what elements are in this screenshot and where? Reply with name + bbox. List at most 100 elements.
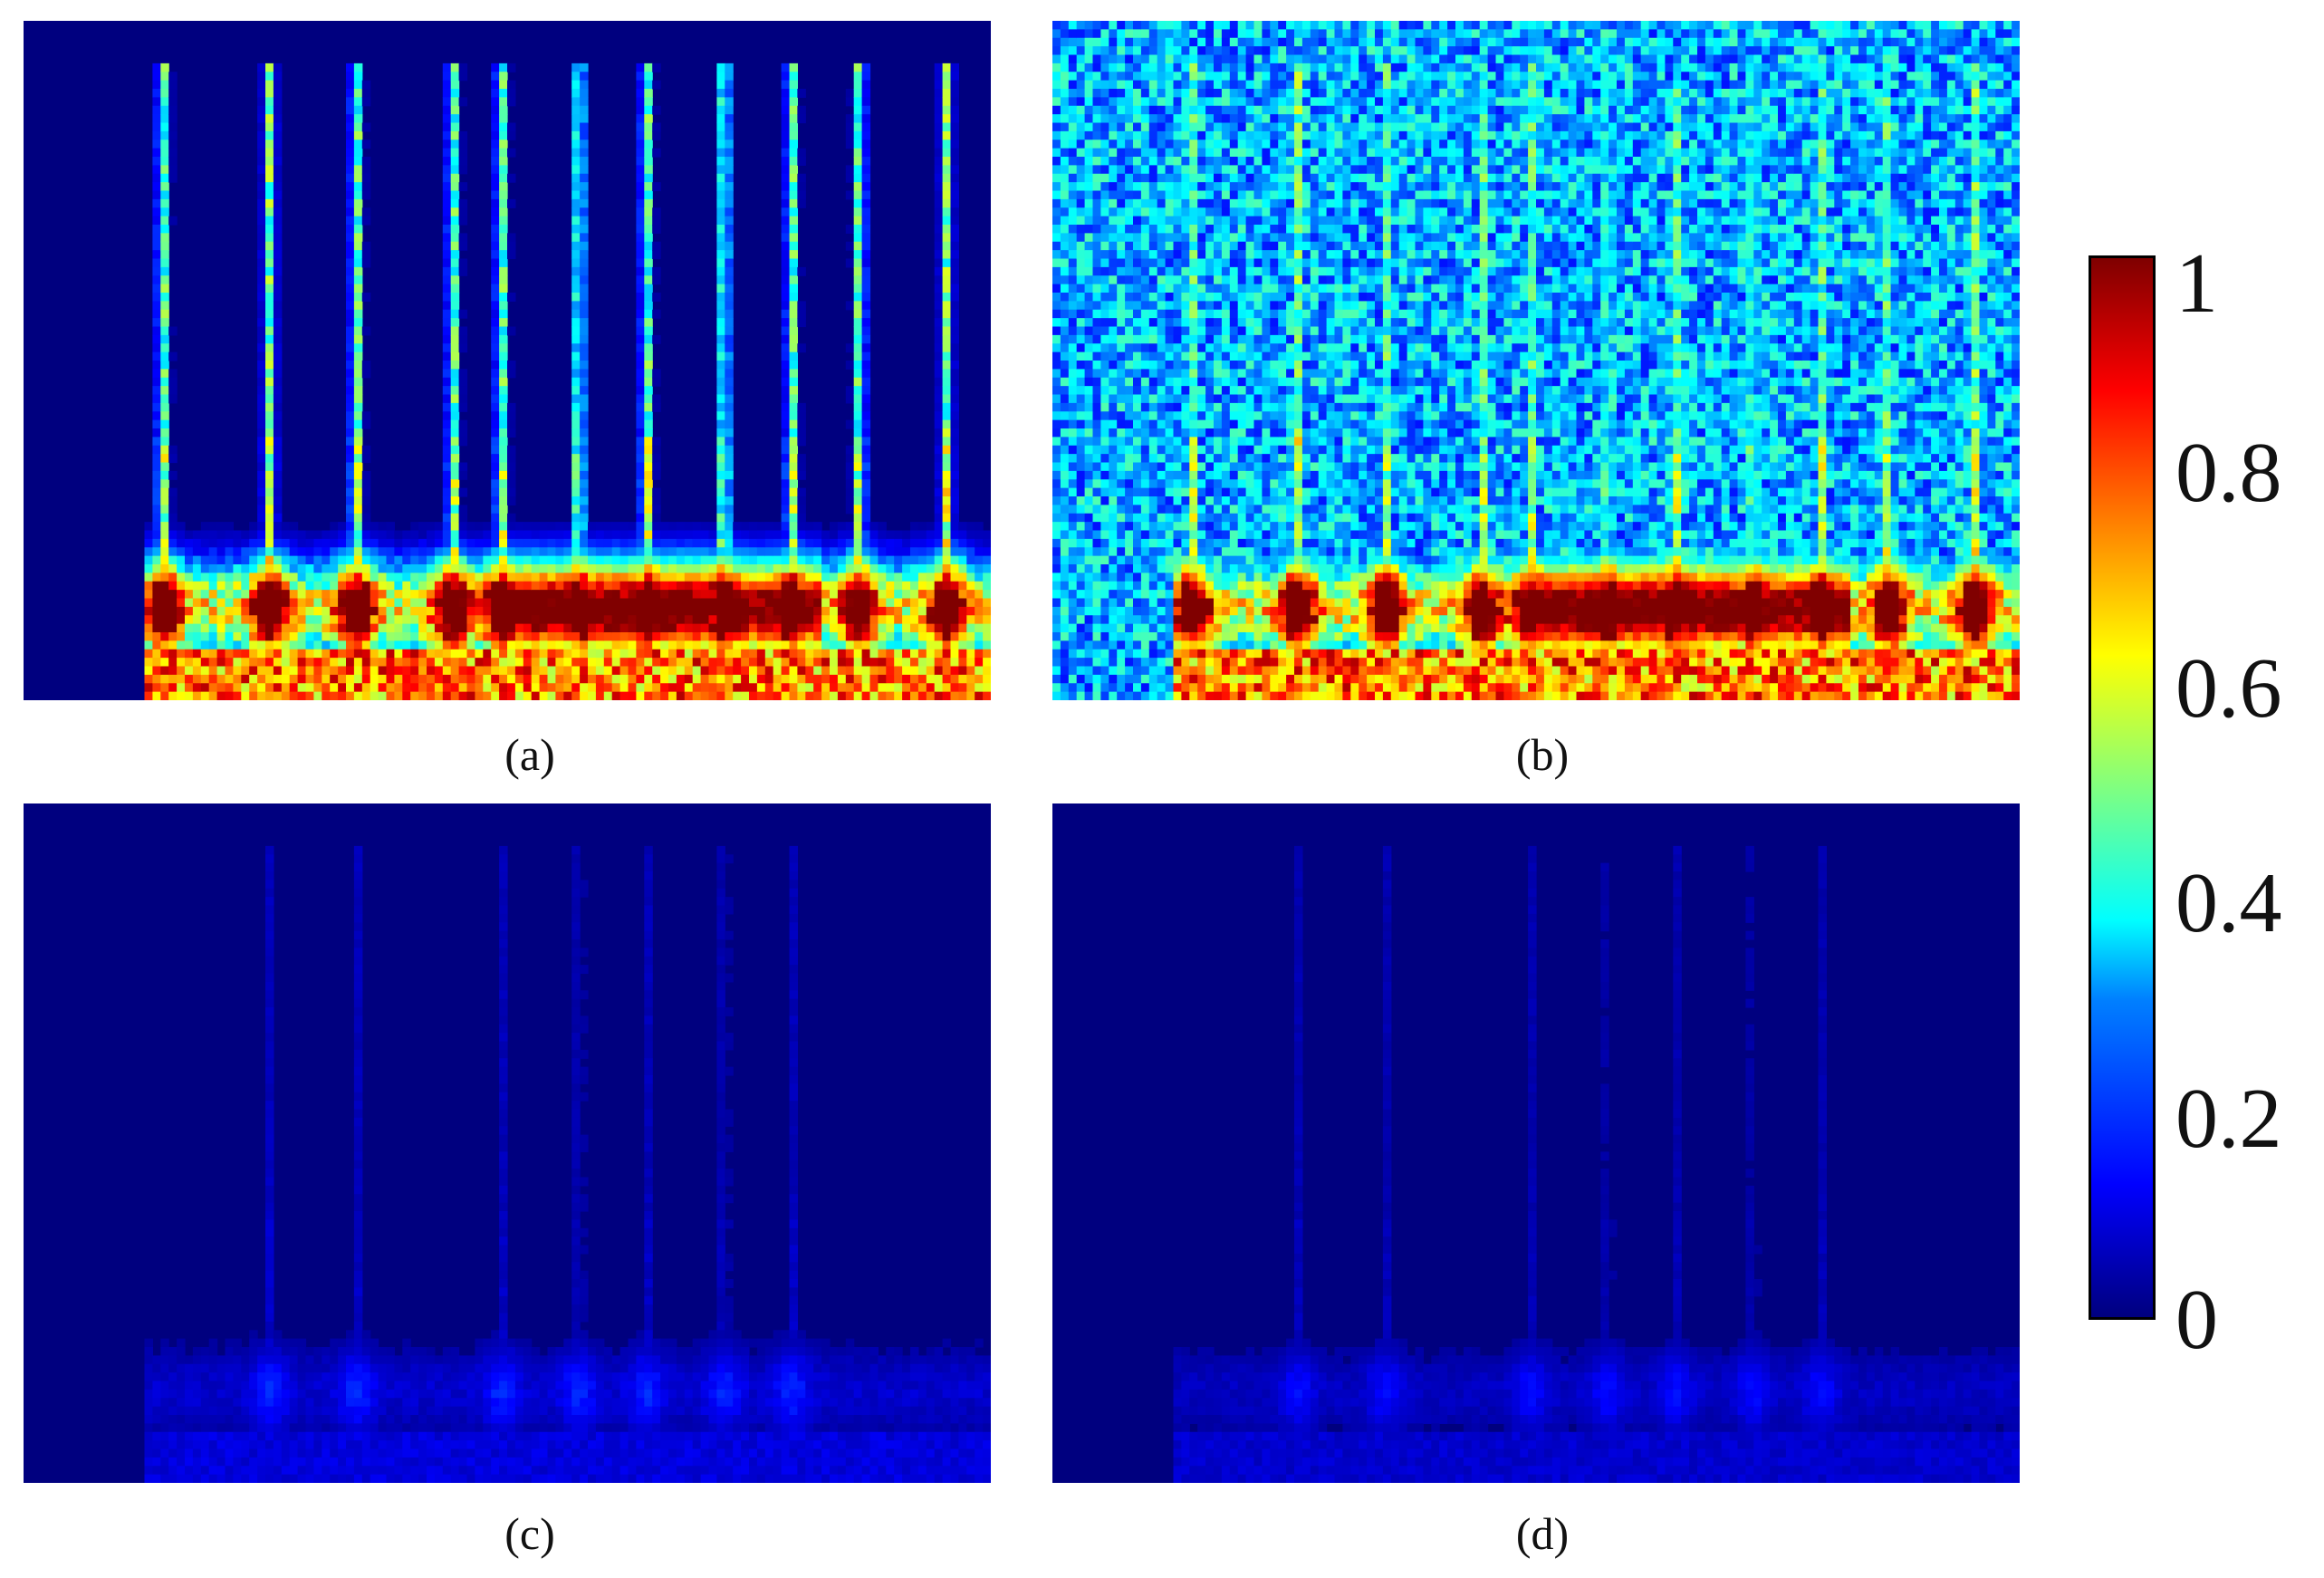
heatmap-cell xyxy=(1100,250,1109,260)
heatmap-cell xyxy=(1068,632,1078,641)
heatmap-cell xyxy=(1173,140,1182,149)
heatmap-cell xyxy=(571,114,581,124)
heatmap-cell xyxy=(902,691,911,700)
heatmap-cell xyxy=(716,233,725,243)
heatmap-cell xyxy=(370,538,379,548)
heatmap-cell xyxy=(514,555,524,565)
heatmap-cell xyxy=(1125,97,1134,107)
heatmap-cell xyxy=(668,555,677,565)
heatmap-cell xyxy=(1084,462,1094,472)
heatmap-cell xyxy=(571,198,581,208)
heatmap-cell xyxy=(483,683,492,693)
heatmap-cell xyxy=(725,72,734,82)
heatmap-cell xyxy=(1068,250,1078,260)
heatmap-cell xyxy=(1092,190,1101,200)
heatmap-cell xyxy=(450,198,460,208)
heatmap-cell xyxy=(1052,182,1061,192)
heatmap-cell xyxy=(1140,225,1150,234)
heatmap-cell xyxy=(1181,198,1190,208)
heatmap-cell xyxy=(942,80,952,90)
heatmap-cell xyxy=(797,198,806,208)
heatmap-cell xyxy=(160,326,169,336)
heatmap-cell xyxy=(353,538,363,548)
heatmap-cell xyxy=(1157,21,1167,30)
heatmap-cell xyxy=(507,233,516,243)
heatmap-cell xyxy=(781,97,791,107)
heatmap-cell xyxy=(499,114,508,124)
heatmap-cell xyxy=(917,590,927,600)
heatmap-cell xyxy=(289,547,299,557)
heatmap-cell xyxy=(1140,198,1150,208)
heatmap-cell xyxy=(1140,513,1150,523)
heatmap-cell xyxy=(353,198,363,208)
heatmap-cell xyxy=(273,428,283,438)
heatmap-cell xyxy=(837,538,847,548)
heatmap-cell xyxy=(1092,29,1101,39)
heatmap-cell xyxy=(168,148,178,158)
heatmap-cell xyxy=(716,284,725,293)
heatmap-cell xyxy=(603,564,613,573)
heatmap-cell xyxy=(1140,623,1150,633)
heatmap-cell xyxy=(313,658,322,668)
heatmap-cell xyxy=(1165,361,1175,370)
heatmap-cell xyxy=(781,547,791,557)
heatmap-cell xyxy=(1173,97,1182,107)
heatmap-cell xyxy=(200,547,210,557)
heatmap-cell xyxy=(152,666,161,676)
heatmap-cell xyxy=(225,564,234,573)
heatmap-cell xyxy=(1060,54,1070,64)
heatmap-cell xyxy=(330,674,339,684)
heatmap-cell xyxy=(741,530,750,540)
heatmap-cell xyxy=(1052,445,1061,455)
heatmap-cell xyxy=(1140,182,1150,192)
heatmap-cell xyxy=(273,241,283,251)
heatmap-cell xyxy=(1052,326,1061,336)
heatmap-cell xyxy=(942,309,952,319)
heatmap-cell xyxy=(902,581,911,591)
heatmap-cell xyxy=(563,632,572,641)
heatmap-cell xyxy=(660,581,669,591)
heatmap-cell xyxy=(934,640,944,650)
heatmap-cell xyxy=(225,666,234,676)
heatmap-cell xyxy=(257,649,266,659)
heatmap-cell xyxy=(934,351,944,361)
heatmap-cell xyxy=(1125,530,1134,540)
heatmap-cell xyxy=(450,522,460,532)
heatmap-cell xyxy=(257,293,266,302)
heatmap-cell xyxy=(1125,182,1134,192)
heatmap-cell xyxy=(1092,148,1101,158)
heatmap-cell xyxy=(861,318,871,328)
heatmap-cell xyxy=(491,318,500,328)
heatmap-cell xyxy=(523,538,533,548)
heatmap-cell xyxy=(781,496,791,505)
heatmap-cell xyxy=(265,445,274,455)
heatmap-cell xyxy=(1117,140,1126,149)
heatmap-cell xyxy=(289,691,299,700)
heatmap-cell xyxy=(491,89,500,98)
heatmap-cell xyxy=(886,666,895,676)
heatmap-cell xyxy=(1109,590,1118,600)
heatmap-cell xyxy=(1140,284,1150,293)
heatmap-cell xyxy=(458,590,468,600)
heatmap-cell xyxy=(636,402,645,412)
heatmap-cell xyxy=(273,148,283,158)
heatmap-cell xyxy=(716,513,725,523)
heatmap-cell xyxy=(192,640,202,650)
heatmap-cell xyxy=(1084,496,1094,505)
heatmap-cell xyxy=(934,377,944,387)
heatmap-cell xyxy=(725,691,734,700)
heatmap-cell xyxy=(152,598,161,608)
heatmap-cell xyxy=(1125,445,1134,455)
heatmap-cell xyxy=(1157,573,1167,582)
heatmap-cell xyxy=(346,402,355,412)
heatmap-cell xyxy=(1148,683,1158,693)
heatmap-cell xyxy=(1117,369,1126,379)
heatmap-cell xyxy=(305,555,314,565)
heatmap-cell xyxy=(676,632,686,641)
heatmap-cell xyxy=(370,674,379,684)
heatmap-cell xyxy=(942,157,952,166)
heatmap-cell xyxy=(257,615,266,625)
heatmap-cell xyxy=(1117,674,1126,684)
heatmap-cell xyxy=(1133,233,1142,243)
heatmap-cell xyxy=(1117,89,1126,98)
